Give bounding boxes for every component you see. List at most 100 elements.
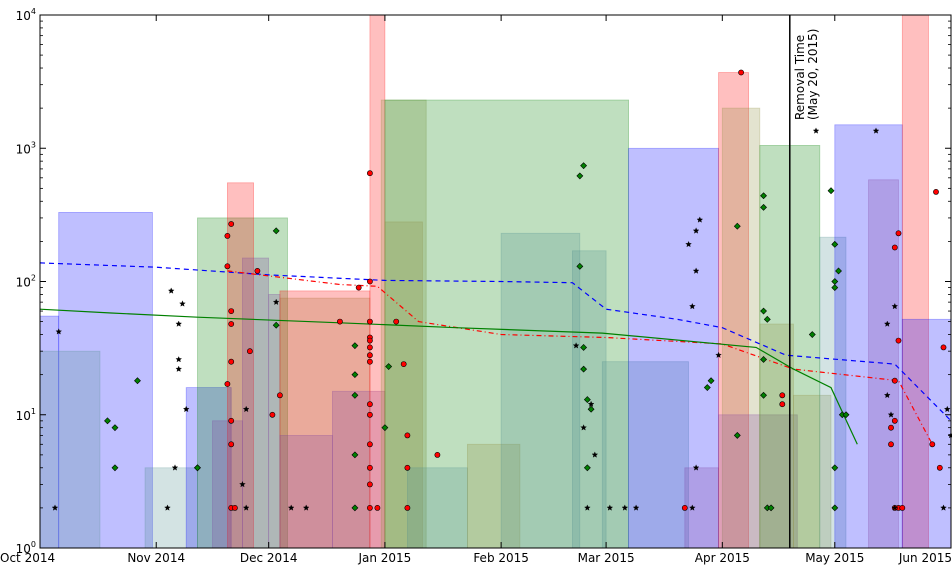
- point-black-star-30: [689, 504, 696, 511]
- point-green-diamond-39: [831, 284, 839, 292]
- point-green-diamond-5: [194, 464, 201, 472]
- point-red-circle-31: [374, 504, 381, 511]
- point-black-star-23: [632, 504, 640, 511]
- y-tick-label-3: 103: [16, 140, 36, 156]
- point-black-star-4: [175, 320, 182, 327]
- point-green-diamond-13: [385, 363, 393, 370]
- bar-blue-4: [185, 387, 232, 549]
- point-green-diamond-18: [580, 344, 588, 351]
- point-red-circle-6: [224, 381, 231, 387]
- point-red-circle-33: [393, 318, 400, 325]
- point-red-circle-7: [228, 417, 235, 424]
- point-red-circle-16: [355, 284, 362, 291]
- point-red-circle-30: [366, 504, 373, 511]
- point-black-star-16: [572, 342, 580, 349]
- point-green-diamond-20: [587, 405, 595, 413]
- point-red-circle-14: [269, 411, 276, 418]
- point-green-diamond-43: [831, 464, 839, 472]
- point-black-star-21: [606, 504, 614, 511]
- x-tick-label-0: Oct 2014: [0, 551, 55, 565]
- point-green-diamond-2: [111, 424, 119, 432]
- point-black-star-32: [812, 127, 820, 134]
- removal-time-label-line2: (May 20, 2015): [806, 29, 820, 120]
- bar-purple-33: [868, 179, 899, 549]
- point-green-diamond-31: [760, 391, 767, 399]
- point-black-star-9: [164, 504, 171, 511]
- series-line-blue: [39, 262, 952, 422]
- point-black-star-15: [302, 504, 310, 511]
- point-red-circle-13: [276, 392, 283, 399]
- bar-red-25: [718, 72, 749, 549]
- point-red-circle-43: [891, 244, 898, 251]
- point-red-circle-26: [366, 411, 373, 418]
- point-black-star-13: [272, 298, 280, 305]
- x-tick-label-8: Jun 2015: [898, 551, 952, 565]
- point-red-circle-12: [254, 267, 261, 274]
- bars-layer: [39, 14, 952, 549]
- point-red-circle-29: [366, 481, 373, 488]
- point-red-circle-40: [779, 392, 786, 399]
- point-red-circle-42: [895, 230, 902, 237]
- removal-time-label-line1: Removal Time: [793, 35, 807, 120]
- point-red-circle-34: [404, 432, 411, 439]
- point-black-star-29: [692, 464, 700, 471]
- point-red-circle-37: [434, 451, 441, 458]
- bar-teal-22: [601, 361, 689, 549]
- point-green-diamond-16: [576, 172, 584, 180]
- point-red-circle-25: [366, 401, 373, 408]
- bar-olive-26: [721, 107, 761, 549]
- point-red-circle-18: [366, 278, 373, 285]
- point-black-star-37: [887, 411, 895, 418]
- annotation-layer: Removal Time (May 20, 2015): [789, 15, 820, 548]
- bar-purple-12: [279, 434, 333, 549]
- point-green-diamond-42: [842, 411, 850, 419]
- y-tick-label-4: 104: [16, 7, 36, 23]
- point-red-circle-24: [366, 358, 373, 365]
- y-tick-label-1: 101: [16, 407, 36, 423]
- bar-green-16: [384, 99, 629, 549]
- point-black-star-1: [51, 504, 59, 511]
- point-red-circle-54: [929, 441, 936, 448]
- bar-blue-23: [628, 147, 719, 549]
- bar-purple-13: [331, 390, 386, 549]
- point-red-circle-21: [366, 337, 373, 344]
- bar-purple-8: [241, 257, 269, 549]
- point-black-star-11: [239, 480, 246, 488]
- x-tick-label-4: Feb 2015: [473, 551, 529, 565]
- point-red-circle-2: [224, 263, 231, 270]
- point-black-star-33: [872, 127, 880, 134]
- x-tick-label-3: Jan 2015: [357, 551, 411, 565]
- point-red-circle-15: [336, 318, 343, 325]
- x-tick-label-1: Nov 2014: [127, 551, 185, 565]
- y-tick-label-0: 100: [16, 540, 36, 556]
- point-green-diamond-28: [760, 307, 767, 315]
- bar-purple-9: [268, 293, 281, 549]
- point-green-diamond-30: [760, 356, 767, 363]
- point-black-star-7: [183, 405, 190, 413]
- x-tick-label-5: Mar 2015: [578, 551, 635, 565]
- point-green-diamond-6: [272, 227, 280, 235]
- point-green-diamond-19: [583, 396, 591, 403]
- point-green-diamond-21: [583, 464, 591, 472]
- point-red-circle-27: [366, 441, 373, 448]
- axes-layer: 100 101 102 103 104 Oct 2014 Nov 2014 Dec 2014 J…: [0, 7, 952, 565]
- point-red-circle-35: [404, 464, 411, 471]
- point-red-circle-10: [231, 504, 238, 511]
- point-black-star-14: [287, 504, 295, 511]
- point-red-circle-1: [224, 232, 231, 239]
- bar-blue-35: [901, 318, 952, 549]
- point-green-diamond-44: [831, 504, 839, 512]
- point-black-star-35: [884, 320, 891, 327]
- point-green-diamond-37: [831, 240, 839, 248]
- bar-purple-7: [212, 420, 243, 549]
- point-green-diamond-22: [580, 365, 588, 373]
- point-green-diamond-24: [703, 384, 711, 391]
- point-red-circle-55: [936, 464, 943, 471]
- point-red-circle-36: [404, 504, 411, 511]
- point-black-star-34: [891, 303, 898, 310]
- point-green-diamond-27: [760, 203, 767, 211]
- point-black-star-31: [715, 351, 722, 358]
- point-black-star-27: [692, 267, 700, 274]
- point-green-diamond-10: [351, 391, 359, 399]
